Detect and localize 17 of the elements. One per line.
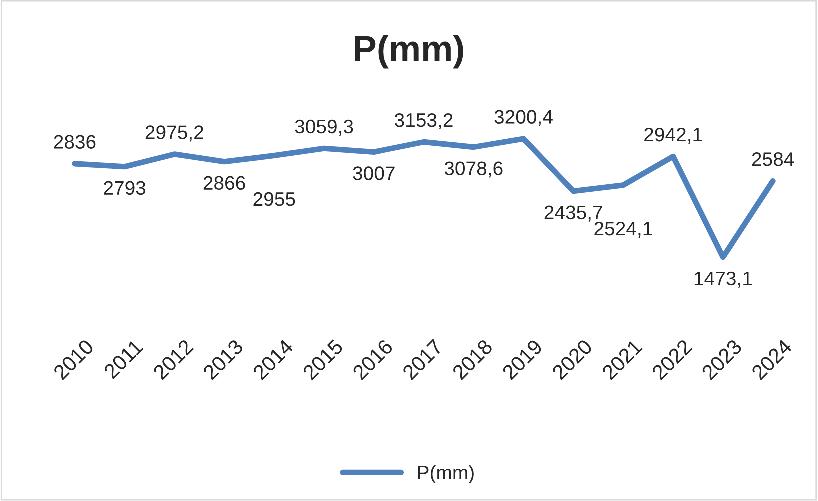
data-label: 3059,3 [295, 120, 354, 136]
legend-label: P(mm) [418, 465, 474, 484]
data-label: 2836 [54, 135, 96, 149]
data-label: 2866 [204, 176, 246, 190]
chart-title: P(mm) [355, 35, 464, 69]
data-label: 2975,2 [146, 126, 204, 142]
data-label: 2955 [254, 192, 296, 206]
data-label: 1473,1 [694, 272, 752, 288]
data-label: 2942,1 [644, 128, 702, 144]
data-label: 3200,4 [494, 110, 553, 126]
data-label: 2793 [104, 181, 146, 196]
data-label: 2584 [752, 152, 794, 166]
data-label: 2524,1 [594, 222, 652, 238]
data-label: 3153,2 [395, 113, 453, 130]
data-label: 2435,7 [544, 206, 602, 222]
data-label: 3007 [353, 166, 395, 180]
data-label: 3078,6 [444, 162, 503, 178]
